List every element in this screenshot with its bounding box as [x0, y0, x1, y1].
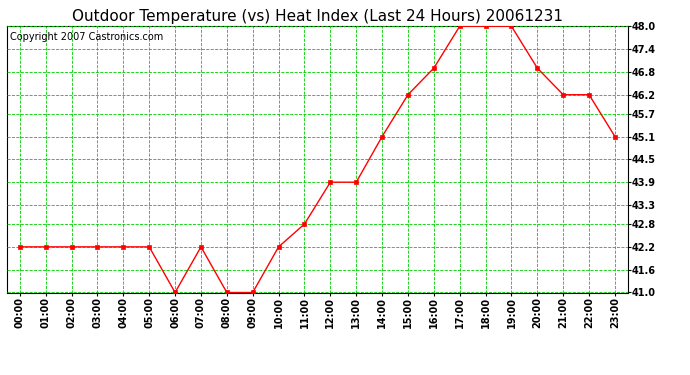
Text: Copyright 2007 Castronics.com: Copyright 2007 Castronics.com: [10, 32, 164, 42]
Title: Outdoor Temperature (vs) Heat Index (Last 24 Hours) 20061231: Outdoor Temperature (vs) Heat Index (Las…: [72, 9, 563, 24]
